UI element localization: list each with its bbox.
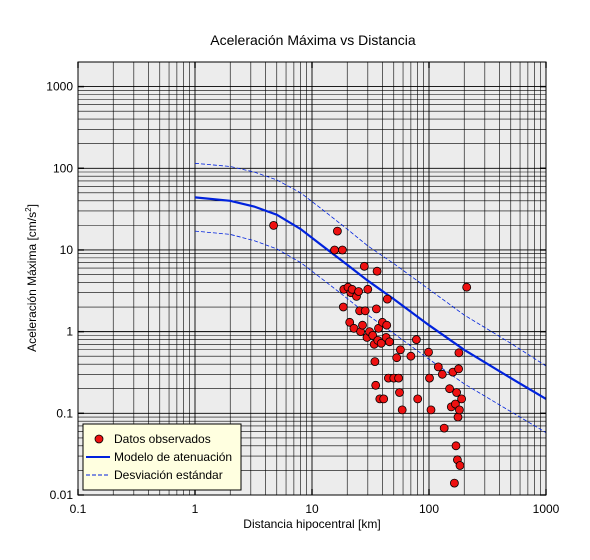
x-tick-label: 1 (192, 502, 199, 516)
observed-point (451, 441, 461, 451)
y-axis-label: Aceleración Máxima [cm/s2] (24, 204, 39, 352)
attenuation-model-line (194, 196, 547, 400)
y-axis-label-main: Aceleración Máxima [cm/s (25, 212, 39, 352)
observed-point (392, 353, 402, 363)
x-tick-label: 0.1 (70, 502, 87, 516)
observed-point (338, 302, 348, 312)
observed-point (372, 266, 382, 276)
y-tick-label: 0.01 (50, 488, 74, 502)
observed-point (413, 394, 423, 404)
observed-point (360, 306, 370, 316)
legend-std-label: Desviación estándar (114, 468, 223, 482)
y-axis-label-end: ] (25, 204, 39, 207)
observed-point (454, 405, 464, 415)
observed-point (371, 380, 381, 390)
x-tick-label: 10 (305, 502, 319, 516)
observed-point (385, 337, 394, 347)
std-deviation-line (194, 230, 547, 433)
observed-point (359, 261, 369, 271)
chart-title: Aceleración Máxima vs Distancia (210, 32, 416, 48)
observed-point (452, 388, 462, 397)
observed-point (354, 287, 364, 296)
observed-point (462, 282, 472, 292)
observed-point (337, 245, 347, 255)
y-tick-label: 10 (60, 243, 74, 257)
observed-point (332, 226, 342, 236)
x-tick-label: 100 (419, 502, 439, 516)
std-deviation-line (194, 162, 547, 367)
observed-point (433, 362, 443, 372)
grid-lines (77, 61, 546, 496)
observed-points (269, 220, 472, 488)
y-tick-label: 0.1 (56, 406, 73, 420)
observed-point (330, 245, 340, 255)
x-axis-label: Distancia hipocentral [km] (243, 517, 380, 531)
std-deviation-lines (194, 162, 547, 433)
observed-point (363, 284, 373, 294)
observed-point (439, 423, 449, 433)
observed-point (411, 335, 421, 345)
observed-point (457, 394, 467, 404)
y-axis-label-superscript: 2 (24, 207, 33, 212)
observed-point (395, 345, 405, 355)
observed-point (455, 461, 465, 470)
observed-point (449, 478, 459, 488)
observed-point (371, 304, 381, 314)
observed-point (437, 369, 447, 379)
observed-point (454, 364, 464, 374)
legend: Datos observados Modelo de atenuación De… (82, 423, 242, 491)
observed-point (426, 405, 436, 415)
observed-point (425, 373, 434, 383)
model-line (194, 196, 547, 400)
y-tick-label: 1 (66, 325, 73, 339)
observed-point (376, 338, 386, 348)
legend-model-label: Modelo de atenuación (114, 450, 232, 464)
legend-observed-label: Datos observados (114, 432, 211, 446)
observed-point (269, 220, 279, 230)
legend-observed-marker (94, 434, 104, 444)
observed-point (370, 357, 380, 367)
observed-point (379, 394, 389, 404)
observed-point (382, 320, 392, 330)
observed-point (395, 388, 404, 397)
observed-point (345, 317, 355, 327)
observed-point (453, 412, 463, 422)
y-tick-label: 1000 (46, 80, 73, 94)
observed-point (394, 373, 404, 383)
observed-point (397, 405, 407, 415)
y-tick-label: 100 (53, 161, 73, 175)
x-tick-label: 1000 (533, 502, 560, 516)
observed-point (454, 348, 464, 358)
observed-point (445, 384, 455, 394)
observed-point (358, 320, 367, 330)
observed-point (424, 347, 433, 357)
observed-point (406, 351, 416, 361)
observed-point (382, 294, 392, 304)
